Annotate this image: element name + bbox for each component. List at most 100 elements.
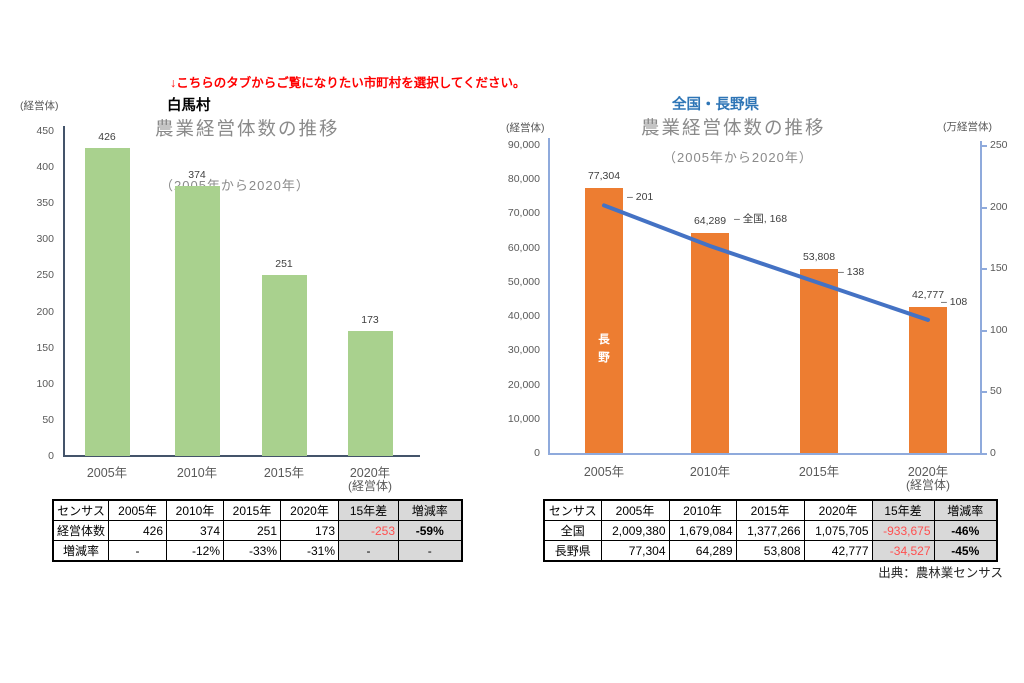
diff-cell: -933,675 [871,520,935,541]
x-axis-label: 2020年 [349,466,391,480]
row-label-cell: 全国 [543,520,602,541]
table-header-cell: 増減率 [933,499,998,521]
y-tick-label-right: 200 [990,200,1008,213]
y-tick-label: 200 [36,305,54,318]
value-cell: -12% [166,540,225,562]
y-tick-mark-right [981,453,987,455]
y-tick-label-left: 0 [534,447,540,459]
region-title: 白馬村 [167,98,211,114]
table-header-cell: 2020年 [803,499,873,521]
national-summary-table: センサス 2005年 2010年 2015年 2020年 15年差 増減率 全国 2,009,3… [543,499,998,562]
table-header-cell: 2005年 [600,499,670,521]
chart-title: 農業経営体数の推移 [155,118,340,139]
y-tick-label-right: 50 [990,385,1002,398]
table-row: 増減率 - -12% -33% -31% - - [52,540,463,562]
bar-2015年 [800,268,838,453]
y-tick-mark-right [981,391,987,394]
y-axis-right-line [980,141,982,455]
y-tick-label: 150 [36,341,54,354]
value-cell: 53,808 [735,540,805,562]
table-header-cell: 2020年 [280,499,340,521]
y-tick-label-left: 10,000 [507,412,540,425]
x-axis-label: 2015年 [263,466,305,480]
table-header-row: センサス 2005年 2010年 2015年 2020年 15年差 増減率 [52,499,463,521]
table-header-cell: 2015年 [223,499,282,521]
bar-2005年 [585,188,623,453]
y-tick-label: 350 [36,197,54,210]
y-tick-label-left: 20,000 [507,378,540,391]
table-row: 経営体数 426 374 251 173 -253 -59% [52,520,463,541]
region-title: 全国・長野県 [672,97,759,113]
value-cell: 1,075,705 [803,520,873,541]
y-tick-label-left: 40,000 [507,310,540,323]
nagano-in-bar-label: 長 野 [598,334,610,364]
value-cell: 251 [223,520,282,541]
row-label-cell: 増減率 [52,540,110,562]
line-point-label: – 201 [627,191,654,204]
y-tick-label: 400 [36,161,54,174]
y-tick-mark-right [981,145,987,147]
bar-value-label: 251 [275,257,293,270]
rate-cell: -45% [933,540,998,562]
y-axis-line [63,126,65,457]
value-cell: 64,289 [668,540,737,562]
rate-cell: -59% [398,520,463,541]
table-header-cell: 2005年 [108,499,168,521]
table-header-cell: 2010年 [668,499,737,521]
value-cell: 77,304 [600,540,670,562]
bar-2020年 [909,306,947,453]
bar-value-label: 42,777 [911,288,945,301]
x-axis-label: 2005年 [86,466,128,480]
chart-subtitle: （2005年から2020年） [663,150,813,165]
y-tick-label: 250 [36,269,54,282]
y-axis-right-unit-label: (万経営体) [943,121,992,133]
table-header-cell: 増減率 [398,499,463,521]
rate-cell: -46% [933,520,998,541]
y-tick-label-right: 0 [990,447,996,459]
y-tick-label: 100 [36,377,54,390]
x-axis-label: 2005年 [583,465,625,479]
y-tick-mark-right [981,329,987,332]
national-summary-table-wrap: センサス 2005年 2010年 2015年 2020年 15年差 増減率 全国 2,009,3… [543,499,998,562]
value-cell: -33% [223,540,282,562]
source-caption: 出典：農林業センサス [878,566,1003,580]
line-point-label: – 108 [941,295,968,308]
y-tick-label-left: 70,000 [507,207,540,220]
bar-value-label: 53,808 [802,250,836,263]
bar-value-label: 64,289 [693,214,727,227]
y-tick-label-left: 80,000 [507,173,540,186]
diff-cell: -253 [338,520,400,541]
value-cell: 2,009,380 [600,520,670,541]
bar-2020年 [347,331,393,456]
table-header-cell: 15年差 [338,499,400,521]
y-axis-left-unit-label: (経営体) [506,122,545,134]
y-tick-mark-right [981,206,987,209]
x-axis-label: 2015年 [798,465,840,479]
table-header-cell: 15年差 [871,499,935,521]
table-header-cell: センサス [543,499,602,521]
value-cell: 173 [280,520,340,541]
y-tick-label: 300 [36,233,54,246]
x-axis-unit-note: (経営体) [906,478,950,492]
y-tick-label: 50 [42,413,54,426]
x-axis-unit-note: (経営体) [348,479,392,493]
y-tick-label-left: 50,000 [507,275,540,288]
y-tick-label-right: 100 [990,323,1008,336]
line-point-label: – 138 [838,265,865,278]
bar-value-label: 77,304 [587,170,621,183]
y-tick-mark-right [981,268,987,271]
bar-2010年 [174,185,220,456]
bar-value-label: 426 [98,131,116,144]
value-cell: 426 [108,520,168,541]
value-cell: 1,679,084 [668,520,737,541]
bar-2005年 [84,148,130,456]
diff-cell: -34,527 [871,540,935,562]
y-tick-label-right: 150 [990,262,1008,275]
bar-value-label: 374 [188,168,206,181]
x-axis-label: 2010年 [689,465,731,479]
y-tick-label: 450 [36,125,54,137]
y-tick-label: 0 [48,450,54,462]
tab-instruction-note: ↓こちらのタブからご覧になりたい市町村を選択してください。 [170,76,526,90]
y-axis-left-line [548,138,550,455]
